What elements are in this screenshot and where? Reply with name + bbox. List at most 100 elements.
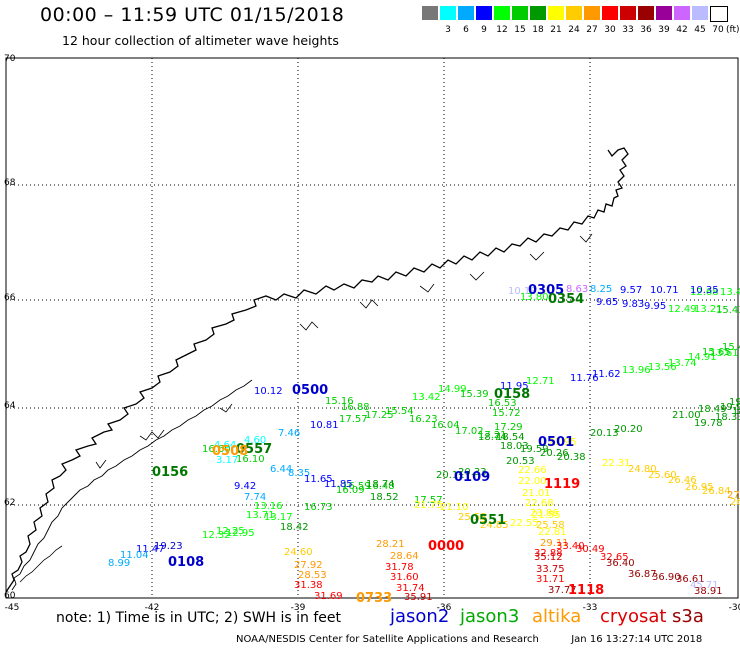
- wave-height-value: 12.49: [668, 304, 697, 315]
- wave-height-value: 22.81: [538, 527, 567, 538]
- wave-height-value: 31.38: [294, 580, 323, 591]
- wave-height-value: 25.58: [458, 512, 487, 523]
- greenland-coastline: [5, 147, 629, 593]
- wave-height-value: 13.61: [710, 348, 739, 359]
- wave-height-value: 20.13: [590, 428, 619, 439]
- legend-swatch: [494, 6, 510, 20]
- pass-time-label: 0109: [454, 470, 490, 485]
- satellite-label: s3a: [672, 606, 704, 627]
- wave-height-value: 13.56: [648, 362, 677, 373]
- wave-height-value: 27.53: [727, 490, 740, 501]
- wave-height-values: 10.198.638.2512.6813.4313.8012.4913.2115…: [108, 283, 740, 606]
- axis-tick-labels: -45 -42 -39 -36 -33 -30 70 68 66 64 62 60: [4, 54, 740, 613]
- pass-time-label: 0000: [428, 539, 464, 554]
- legend-label: 9: [481, 25, 487, 35]
- pass-time-label: 0501: [538, 435, 574, 450]
- legend-swatch: [566, 6, 582, 20]
- pass-time-label: 0108: [168, 555, 204, 570]
- wave-height-value: 17.21: [478, 430, 507, 441]
- legend-swatch: [548, 6, 564, 20]
- legend-swatch: [710, 6, 728, 22]
- wave-height-value: 15.65: [702, 347, 731, 358]
- wave-height-value: 24.85: [480, 520, 509, 531]
- legend-label: 6: [463, 25, 469, 35]
- wave-height-value: 37.77: [548, 585, 577, 596]
- wave-height-value: 12.68: [690, 287, 719, 298]
- wave-height-value: 19.78: [694, 418, 723, 429]
- wave-height-value: 23.86: [530, 508, 559, 519]
- lon-tick-label: -36: [437, 603, 452, 613]
- wave-height-value: 19.59: [520, 444, 549, 455]
- wave-height-value: 26.95: [685, 482, 714, 493]
- legend-swatch: [656, 6, 672, 20]
- wave-height-value: 36.40: [606, 558, 635, 569]
- wave-height-value: 19.23: [154, 541, 183, 552]
- wave-height-value: 18.52: [370, 492, 399, 503]
- legend-swatch: [530, 6, 546, 20]
- wave-height-value: 8.99: [108, 558, 130, 569]
- pass-time-label: 0551: [470, 513, 506, 528]
- wave-height-value: 13.96: [622, 365, 651, 376]
- wave-height-value: 16.60: [202, 444, 231, 455]
- wave-height-value: 21.55: [532, 510, 561, 521]
- legend-label: 24: [568, 25, 580, 35]
- wave-height-value: 20.26: [540, 448, 569, 459]
- wave-height-value: 26.84: [702, 486, 731, 497]
- wave-height-value: 9.95: [644, 301, 666, 312]
- wave-height-value: 16.73: [304, 502, 333, 513]
- wave-height-value: 15.43: [716, 305, 740, 316]
- wave-height-value: 21.00: [672, 410, 701, 421]
- lat-lon-grid: [6, 58, 738, 598]
- legend-swatch: [422, 6, 438, 20]
- wave-height-value: 33.75: [536, 564, 565, 575]
- wave-height-value: 25.60: [648, 470, 677, 481]
- legend-swatch: [638, 6, 654, 20]
- wave-height-value: 8.63: [566, 284, 588, 295]
- wave-height-value: 10.12: [254, 386, 283, 397]
- satellite-label: jason2: [390, 606, 450, 627]
- wave-height-value: 28.21: [376, 539, 405, 550]
- pass-time-label: 1118: [568, 583, 604, 598]
- wave-height-value: 38.91: [694, 586, 723, 597]
- wave-height-value: 16.53: [488, 398, 517, 409]
- wave-height-value: 13.16: [254, 501, 283, 512]
- wave-height-value: 13.21: [694, 304, 723, 315]
- wave-height-value: 13.74: [668, 358, 697, 369]
- footnote: note: 1) Time is in UTC; 2) SWH is in fe…: [56, 610, 342, 626]
- legend-swatch: [440, 6, 456, 20]
- wave-height-value: 11.04: [120, 550, 149, 561]
- wave-height-value: 29.11: [540, 538, 569, 549]
- wave-height-value: 18.33: [715, 412, 740, 423]
- wave-height-value: 32.65: [600, 552, 629, 563]
- wave-height-value: 17.29: [494, 422, 523, 433]
- legend-label: 39: [658, 25, 670, 35]
- legend-swatch: [584, 6, 600, 20]
- credit-line: NOAA/NESDIS Center for Satellite Applica…: [236, 634, 702, 645]
- wave-height-value: 11.47: [136, 544, 165, 555]
- page-subtitle: 12 hour collection of altimeter wave hei…: [62, 33, 339, 48]
- pass-time-label: 0305: [528, 283, 564, 298]
- wave-height-value: 15.72: [492, 408, 521, 419]
- legend-label: 18: [532, 25, 544, 35]
- wave-height-value: 22.68: [525, 498, 554, 509]
- wave-height-value: 22.66: [518, 465, 547, 476]
- wave-height-value: 6.44: [270, 464, 292, 475]
- wave-height-value: 22.31: [602, 458, 631, 469]
- wave-height-value: 13.42: [412, 392, 441, 403]
- wave-height-value: 16.04: [431, 420, 460, 431]
- credit-agency: NOAA/NESDIS Center for Satellite Applica…: [236, 634, 539, 645]
- lat-tick-label: 64: [4, 401, 16, 411]
- wave-height-value: 14.99: [438, 384, 467, 395]
- wave-height-value: 11.65: [304, 474, 333, 485]
- wave-height-value: 21.75: [414, 500, 443, 511]
- wave-height-value: 17.57: [339, 414, 368, 425]
- wave-height-value: 13.17: [264, 512, 293, 523]
- wave-height-value: 20.53: [506, 456, 535, 467]
- wave-height-value: 16.88: [341, 402, 370, 413]
- wave-height-value: 45.71: [690, 580, 719, 591]
- satellite-label: altika: [532, 606, 582, 627]
- wave-height-value: 20.11: [436, 470, 465, 481]
- legend-swatch: [458, 6, 474, 20]
- wave-height-value: 18.49: [698, 404, 727, 415]
- lon-tick-label: -42: [145, 603, 160, 613]
